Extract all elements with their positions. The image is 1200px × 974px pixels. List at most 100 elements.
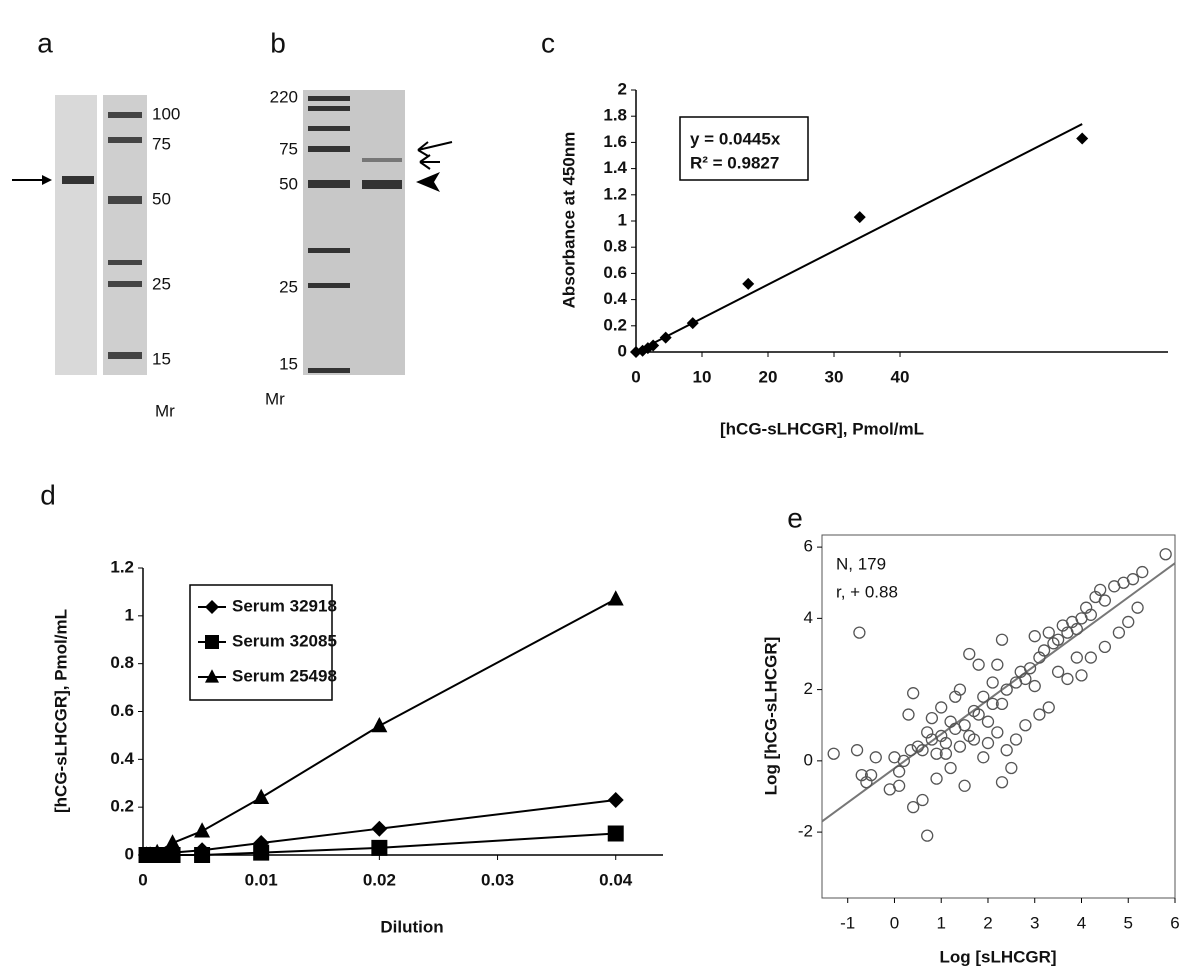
scatter-point: [1094, 583, 1107, 597]
scatter-point: [1042, 701, 1055, 714]
scatter-point: [1070, 651, 1083, 664]
scatter-point: [986, 676, 999, 689]
scatter-point: [1159, 548, 1172, 561]
scatter-point: [972, 658, 985, 671]
x-tick-label: 1: [936, 913, 945, 932]
y-tick-label: 0.2: [110, 797, 134, 816]
triangle-marker: [205, 669, 219, 683]
arrows: [417, 141, 453, 170]
diamond-marker: [1076, 132, 1089, 145]
y-tick-label: 0.8: [110, 653, 134, 672]
scatter-point: [953, 683, 967, 696]
y-tick-label: 0.6: [110, 701, 134, 720]
scatter-point: [1098, 594, 1112, 607]
scatter-point: [1051, 633, 1065, 646]
diamond-marker: [659, 331, 672, 344]
y-tick-label: 2: [618, 79, 627, 98]
x-tick-label: 0: [631, 367, 640, 386]
y-tick-label: 1.2: [603, 184, 627, 203]
scatter-point: [986, 697, 999, 711]
x-tick-label: 3: [1030, 913, 1039, 932]
x-axis-title: [hCG-sLHCGR], Pmol/mL: [720, 419, 924, 438]
ladder: [108, 112, 142, 359]
scatter-point: [864, 768, 878, 782]
scatter-point: [907, 687, 920, 700]
marker-label: 25: [279, 277, 298, 296]
y-tick-label: 1.2: [110, 557, 134, 576]
y-tick-label: 1: [618, 210, 627, 229]
x-tick-label: 10: [693, 367, 712, 386]
scatter-point: [1084, 608, 1097, 621]
y-tick-label: 0: [804, 750, 813, 769]
legend-label: Serum 32918: [232, 596, 337, 615]
diamond-marker: [853, 211, 866, 224]
y-axis-title: Absorbance at 450nm: [559, 132, 578, 309]
x-axis-title: Log [sLHCGR]: [939, 947, 1056, 966]
annotation: N, 179: [836, 554, 886, 573]
scatter-point: [958, 719, 971, 732]
scatter-point: [1131, 601, 1144, 614]
plot-frame: [821, 534, 1176, 899]
legend-label: Serum 25498: [232, 666, 337, 685]
y-tick-label: 0: [618, 341, 627, 360]
scatter-point: [850, 744, 864, 757]
marker-label: 100: [152, 104, 180, 123]
y-tick-label: 1.8: [603, 106, 627, 125]
scatter-point: [958, 779, 971, 792]
x-tick-label: 2: [983, 913, 992, 932]
triangle-marker: [149, 843, 166, 860]
scatter-point: [930, 747, 943, 760]
x-tick-label: 0: [138, 870, 147, 889]
marker-label: 50: [279, 174, 298, 193]
x-tick-label: 0: [890, 913, 899, 932]
scatter-point: [1023, 662, 1037, 675]
scatter-point: [1019, 672, 1032, 686]
x-tick-label: 0.01: [245, 870, 278, 889]
gel-band: [62, 176, 94, 184]
y-axis-title: [hCG-sLHCGR], Pmol/mL: [51, 609, 70, 813]
scatter-point: [995, 697, 1009, 711]
gel-band: [362, 158, 402, 162]
legend-label: Serum 32085: [232, 631, 337, 650]
diamond-marker: [686, 317, 699, 330]
y-tick-label: 0.2: [603, 315, 627, 334]
trendline: [635, 123, 1083, 353]
scatter-point: [921, 829, 934, 842]
scatter-point: [892, 779, 906, 792]
scatter-point: [930, 772, 943, 785]
gel-image: [303, 90, 405, 375]
panel-label: b: [270, 27, 286, 58]
equation-box: [679, 116, 809, 181]
x-tick-label: 20: [759, 367, 778, 386]
scatter-point: [1112, 626, 1126, 639]
scatter-point: [977, 690, 990, 703]
scatter-point: [902, 708, 915, 721]
scatter-point: [916, 793, 929, 807]
x-tick-label: 0.03: [481, 870, 514, 889]
x-tick-label: 4: [1077, 913, 1086, 932]
x-tick-label: 30: [825, 367, 844, 386]
square-marker: [371, 839, 388, 856]
y-tick-label: 0: [125, 844, 134, 863]
scatter-point: [1028, 630, 1041, 643]
panel-label: a: [37, 27, 53, 58]
y-tick-label: 2: [804, 679, 813, 698]
square-marker: [607, 825, 624, 842]
x-tick-label: 5: [1124, 913, 1133, 932]
marker-label: 15: [279, 354, 298, 373]
x-axis-title: Dilution: [380, 917, 443, 936]
gel-lane: [55, 95, 97, 375]
scatter-point: [1037, 644, 1051, 657]
scatter-point: [1028, 679, 1041, 693]
marker-label: 220: [270, 87, 298, 106]
scatter-point: [925, 711, 939, 725]
scatter-point: [1000, 744, 1013, 757]
mr-label: Mr: [265, 389, 285, 408]
panel-label: c: [541, 27, 555, 58]
y-axis-title: Log [hCG-sLHCGR]: [761, 637, 780, 796]
scatter-point: [853, 626, 866, 639]
scatter-point: [991, 658, 1004, 671]
y-tick-label: 4: [804, 608, 813, 627]
scatter-point: [904, 744, 917, 757]
